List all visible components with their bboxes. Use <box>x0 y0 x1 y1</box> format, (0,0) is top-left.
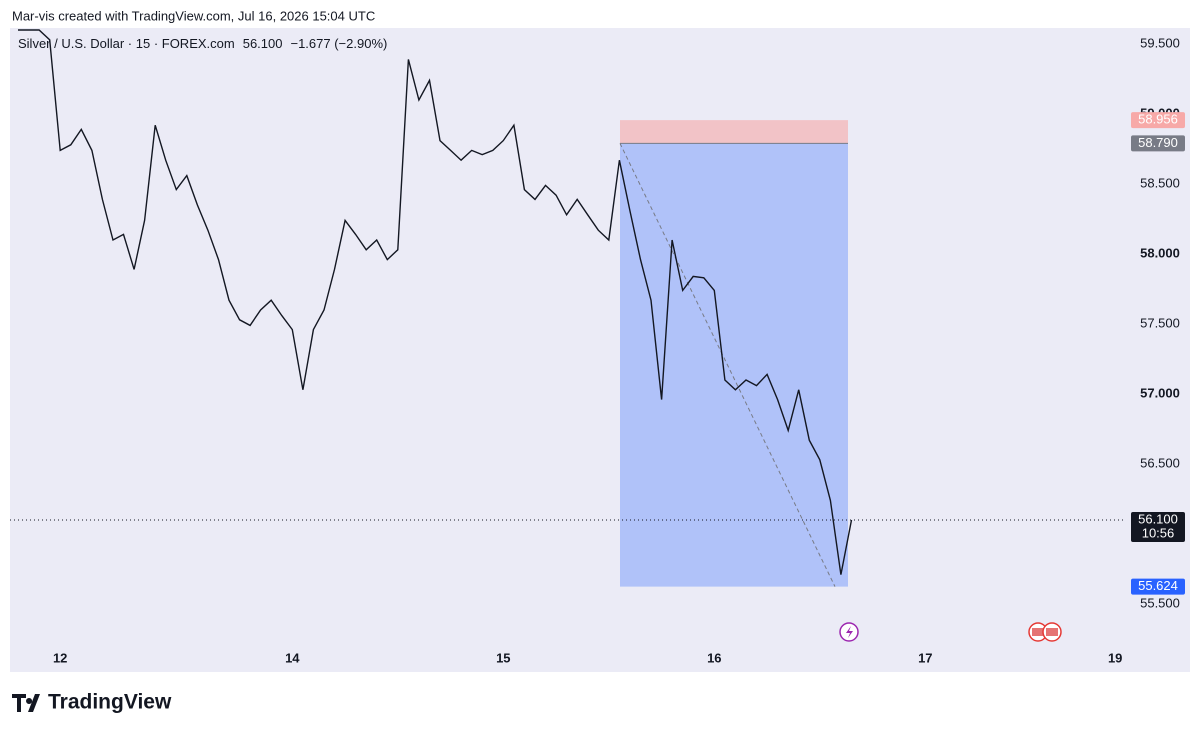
y-tick-label: 55.500 <box>1140 595 1180 610</box>
brand-logo: TradingView <box>12 691 172 714</box>
chart-background <box>10 28 1190 672</box>
x-tick-label: 17 <box>918 650 932 665</box>
y-tick-label: 58.000 <box>1140 245 1180 260</box>
position-path <box>619 143 836 587</box>
target-label: 55.624 <box>1138 578 1178 593</box>
legend-last: 56.100 <box>243 36 283 51</box>
last-price-label: 56.100 <box>1138 511 1178 526</box>
legend-symbol: Silver / U.S. Dollar · 15 · FOREX.com <box>18 36 235 51</box>
y-tick-label: 57.000 <box>1140 385 1180 400</box>
y-tick-label: 56.500 <box>1140 455 1180 470</box>
event-bolt <box>846 626 853 638</box>
header: Mar-vis created with TradingView.com, Ju… <box>12 8 375 23</box>
y-tick-label: 57.500 <box>1140 315 1180 330</box>
flag-stripes <box>1046 628 1058 636</box>
x-tick-label: 15 <box>496 650 510 665</box>
x-tick-label: 12 <box>53 650 67 665</box>
entry-label-box <box>1131 135 1185 152</box>
entry-label: 58.790 <box>1138 135 1178 150</box>
legend: Silver / U.S. Dollar · 15 · FOREX.com 56.… <box>18 36 387 51</box>
stop-label: 58.956 <box>1138 112 1178 127</box>
target-label-box <box>1131 578 1185 595</box>
x-tick-label: 14 <box>285 650 300 665</box>
y-tick-label: 59.500 <box>1140 35 1180 50</box>
brand-name: TradingView <box>48 691 172 714</box>
last-price-box <box>1131 511 1185 542</box>
flag-stripes <box>1032 628 1044 636</box>
y-tick-label: 58.500 <box>1140 175 1180 190</box>
x-tick-label: 16 <box>707 650 721 665</box>
price-line <box>18 29 853 575</box>
legend-change: −1.677 (−2.90%) <box>290 36 387 51</box>
stop-zone <box>620 120 848 144</box>
stop-label-box <box>1131 112 1185 129</box>
x-tick-label: 19 <box>1108 650 1122 665</box>
countdown-label: 10:56 <box>1142 525 1175 540</box>
